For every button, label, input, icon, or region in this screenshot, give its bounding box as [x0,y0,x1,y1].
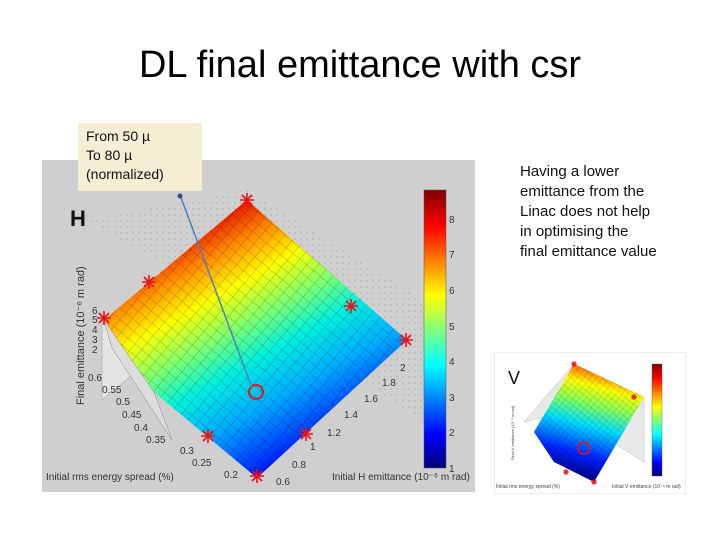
v-y-axis-label: Initial V emittance (10⁻⁶ m rad) [612,484,681,490]
energy-tick: 0.25 [192,458,212,469]
energy-tick: 0.5 [116,397,130,408]
emittance-tick: 0.8 [292,460,306,471]
energy-tick: 0.35 [146,435,166,446]
z-axis-label: Final emittance (10⁻⁶ m rad) [75,266,87,405]
emittance-tick: 1.8 [382,378,396,389]
callout-line-normalized: (normalized) [86,166,164,182]
z-axis-ticks: 2 3 4 5 6 [92,306,98,356]
star-marker [142,275,156,289]
colorbar [423,189,447,469]
colorbar-tick: 6 [449,286,455,297]
z-tick: 3 [92,335,98,346]
energy-tick: 0.55 [102,385,122,396]
z-tick: 2 [92,345,98,356]
star-marker [344,299,358,313]
vertical-emittance-surface-plot: V Final V emittance (10⁻⁶ m rad) Initial… [494,352,686,494]
emittance-tick: 2 [400,363,406,374]
note-line: Having a lower [520,163,620,180]
energy-tick: 0.6 [88,373,102,384]
energy-tick: 0.3 [180,446,194,457]
star-marker [240,193,254,207]
emittance-range-callout: From 50 µ To 80 µ (normalized) [78,123,202,191]
star-marker [631,394,637,400]
emittance-tick: 0.6 [276,477,290,488]
z-tick: 5 [92,315,98,326]
callout-line-from: From 50 µ [86,128,151,144]
v-z-axis-label: Final V emittance (10⁻⁶ m rad) [510,405,515,460]
energy-tick: 0.45 [122,410,142,421]
note-line: final emittance value [520,243,657,260]
plane-label-h: H [70,206,86,231]
conclusion-note: Having a lower emittance from the Linac … [520,162,710,262]
note-line: in optimising the [520,223,629,240]
star-marker [571,361,577,367]
emittance-tick: 1.4 [344,410,358,421]
colorbar-tick: 4 [449,357,455,368]
colorbar-tick: 5 [449,322,455,333]
emittance-tick: 1.2 [327,428,341,439]
star-marker [201,429,215,443]
y-axis-label: Initial H emittance (10⁻⁶ m rad) [332,472,470,483]
highlight-circle [248,384,264,400]
z-tick: 6 [92,306,98,317]
emittance-tick: 1 [310,442,316,453]
colorbar-tick: 8 [449,215,455,226]
energy-tick: 0.2 [224,470,238,481]
energy-axis-ticks: 0.6 0.55 0.5 0.45 0.4 0.35 0.3 0.25 0.2 [88,373,238,481]
x-axis-label: Initial rms energy spread (%) [46,472,174,483]
star-marker [250,469,264,483]
star-marker [563,469,569,475]
colorbar-ticks: 1 2 3 4 5 6 7 8 [449,215,455,475]
colorbar-tick: 3 [449,393,455,404]
slide-title: DL final emittance with csr [138,44,582,86]
v-marker-group [563,361,637,485]
colorbar-tick: 1 [449,464,455,475]
v-highlight-circle [577,441,591,455]
callout-line-to: To 80 µ [86,147,133,163]
energy-tick: 0.4 [134,423,148,434]
star-marker [299,427,313,441]
horizontal-emittance-surface-plot: 1 2 3 4 5 6 7 8 H Final emittance (10⁻⁶ … [42,160,475,492]
v-x-axis-label: Initial rms energy spread (%) [496,484,560,490]
emittance-axis-ticks: 0.6 0.8 1 1.2 1.4 1.6 1.8 2 [276,363,406,488]
star-marker [399,333,413,347]
emittance-tick: 1.6 [364,394,378,405]
note-line: emittance from the [520,183,645,200]
z-tick: 4 [92,325,98,336]
star-marker [591,479,597,485]
colorbar-tick: 7 [449,250,455,261]
note-line: Linac does not help [520,203,651,220]
colorbar [651,363,663,477]
plane-label-v: V [508,368,520,388]
colorbar-tick: 2 [449,428,455,439]
star-marker [97,311,111,325]
